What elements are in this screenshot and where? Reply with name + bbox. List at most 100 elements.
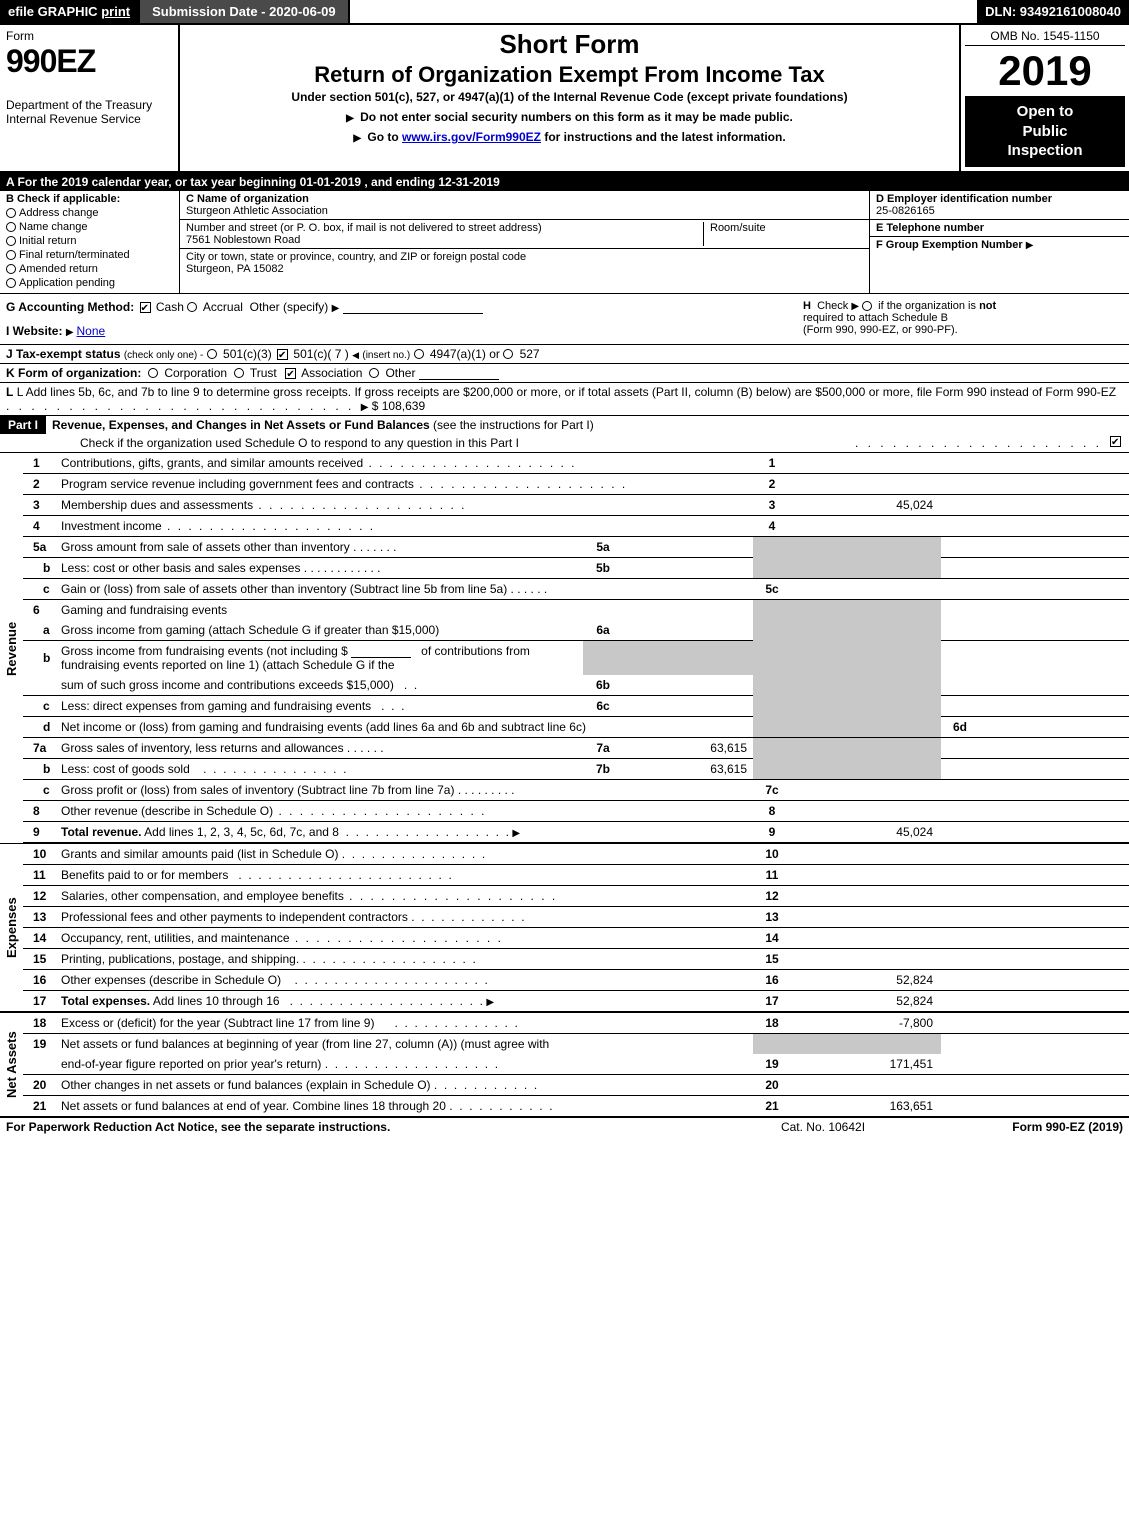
- l18-val: -7,800: [791, 1012, 941, 1034]
- line-13: 13 Professional fees and other payments …: [0, 906, 1129, 927]
- l20-val: [791, 1074, 941, 1095]
- opt-amended-return[interactable]: Amended return: [6, 263, 173, 275]
- l6c-desc: Less: direct expenses from gaming and fu…: [61, 699, 371, 713]
- k-other-field[interactable]: [419, 366, 499, 380]
- line-21: 21 Net assets or fund balances at end of…: [0, 1095, 1129, 1117]
- line-20: 20 Other changes in net assets or fund b…: [0, 1074, 1129, 1095]
- l11-val: [791, 864, 941, 885]
- l3-desc: Membership dues and assessments: [61, 498, 253, 512]
- k-trust-radio[interactable]: [234, 368, 244, 378]
- line-9: 9 Total revenue. Add lines 1, 2, 3, 4, 5…: [0, 821, 1129, 843]
- opt-application-pending[interactable]: Application pending: [6, 277, 173, 289]
- form-header: Form 990EZ Department of the Treasury In…: [0, 25, 1129, 173]
- line-14: 14 Occupancy, rent, utilities, and maint…: [0, 927, 1129, 948]
- opt-name-change[interactable]: Name change: [6, 221, 173, 233]
- cash-checkbox[interactable]: [140, 302, 151, 313]
- l19b-desc: end-of-year figure reported on prior yea…: [61, 1057, 321, 1071]
- k-o3: Association: [301, 366, 362, 380]
- l17-val: 52,824: [791, 990, 941, 1012]
- arrow-icon: [66, 324, 77, 338]
- j-527-radio[interactable]: [503, 349, 513, 359]
- other-specify-field[interactable]: [343, 300, 483, 314]
- l4-desc: Investment income: [61, 519, 162, 533]
- l6b-amount-field[interactable]: [351, 644, 411, 658]
- opt-address-change[interactable]: Address change: [6, 207, 173, 219]
- section-e: E Telephone number: [870, 220, 1129, 237]
- j-501c3-radio[interactable]: [207, 349, 217, 359]
- line-1: Revenue 1 Contributions, gifts, grants, …: [0, 453, 1129, 474]
- l7a-desc: Gross sales of inventory, less returns a…: [61, 741, 344, 755]
- line-6d: d Net income or (loss) from gaming and f…: [0, 716, 1129, 737]
- j-o3: 4947(a)(1) or: [430, 347, 500, 361]
- tax-year: 2019: [965, 50, 1125, 92]
- line-11: 11 Benefits paid to or for members . . .…: [0, 864, 1129, 885]
- print-link[interactable]: print: [101, 4, 130, 19]
- efile-text: efile GRAPHIC: [8, 4, 98, 19]
- l5b-val: [623, 558, 753, 578]
- j-501c-checkbox[interactable]: [277, 349, 288, 360]
- other-label: Other (specify): [250, 300, 329, 314]
- section-i: I Website: None: [6, 324, 803, 338]
- section-b: B Check if applicable: Address change Na…: [0, 191, 180, 293]
- l6b-val: [623, 675, 753, 695]
- section-l: L L Add lines 5b, 6c, and 7b to line 9 t…: [0, 383, 1129, 416]
- line-6b-1: b Gross income from fundraising events (…: [0, 640, 1129, 675]
- opt-final-return[interactable]: Final return/terminated: [6, 249, 173, 261]
- line-5a: 5a Gross amount from sale of assets othe…: [0, 536, 1129, 557]
- header-left: Form 990EZ Department of the Treasury In…: [0, 25, 180, 171]
- city-value: Sturgeon, PA 15082: [186, 263, 526, 275]
- l7c-desc: Gross profit or (loss) from sales of inv…: [61, 783, 454, 797]
- line-6a: a Gross income from gaming (attach Sched…: [0, 620, 1129, 641]
- l15-val: [791, 948, 941, 969]
- l7c-val: [791, 779, 941, 800]
- line-10: Expenses 10 Grants and similar amounts p…: [0, 843, 1129, 865]
- l19-val: 171,451: [791, 1054, 941, 1075]
- opt-initial-return[interactable]: Initial return: [6, 235, 173, 247]
- j-4947-radio[interactable]: [414, 349, 424, 359]
- topbar-spacer: [350, 0, 977, 23]
- l13-val: [791, 906, 941, 927]
- j-sub: (check only one) -: [124, 350, 203, 361]
- l11-desc: Benefits paid to or for members: [61, 868, 228, 882]
- accrual-radio[interactable]: [187, 302, 197, 312]
- h-text4: (Form 990, 990-EZ, or 990-PF).: [803, 324, 958, 336]
- l-text: L Add lines 5b, 6c, and 7b to line 9 to …: [17, 385, 1116, 399]
- l5c-desc: Gain or (loss) from sale of assets other…: [61, 582, 507, 596]
- l2-val: [791, 473, 941, 494]
- part1-table: Revenue 1 Contributions, gifts, grants, …: [0, 453, 1129, 1118]
- k-assoc-checkbox[interactable]: [285, 368, 296, 379]
- gh-row: G Accounting Method: Cash Accrual Other …: [0, 294, 1129, 345]
- h-radio[interactable]: [862, 301, 872, 311]
- top-bar: efile GRAPHIC print Submission Date - 20…: [0, 0, 1129, 25]
- irs-link[interactable]: www.irs.gov/Form990EZ: [402, 130, 541, 144]
- line-16: 16 Other expenses (describe in Schedule …: [0, 969, 1129, 990]
- l6-desc: Gaming and fundraising events: [57, 599, 753, 620]
- l3-val: 45,024: [791, 494, 941, 515]
- line-2: 2 Program service revenue including gove…: [0, 473, 1129, 494]
- website-link[interactable]: None: [77, 324, 106, 338]
- section-h: H Check if the organization is not requi…: [803, 300, 1123, 338]
- k-other-radio[interactable]: [369, 368, 379, 378]
- l9-label: Total revenue.: [61, 825, 141, 839]
- line-3: 3 Membership dues and assessments 3 45,0…: [0, 494, 1129, 515]
- city-label: City or town, state or province, country…: [186, 251, 526, 263]
- part1-badge: Part I: [0, 416, 46, 434]
- l5b-desc: Less: cost or other basis and sales expe…: [61, 561, 300, 575]
- k-o1: Corporation: [164, 366, 227, 380]
- l8-desc: Other revenue (describe in Schedule O): [61, 804, 273, 818]
- l15-desc: Printing, publications, postage, and shi…: [61, 952, 299, 966]
- part1-check-text: Check if the organization used Schedule …: [80, 436, 855, 450]
- part1-header-row: Part I Revenue, Expenses, and Changes in…: [0, 416, 1129, 453]
- circle-icon: [6, 222, 16, 232]
- l7b-desc: Less: cost of goods sold: [61, 762, 190, 776]
- line-18: Net Assets 18 Excess or (deficit) for th…: [0, 1012, 1129, 1034]
- k-corp-radio[interactable]: [148, 368, 158, 378]
- j-o1: 501(c)(3): [223, 347, 272, 361]
- dept-treasury: Department of the Treasury: [6, 98, 172, 112]
- part1-schedule-o-checkbox[interactable]: [1110, 436, 1121, 447]
- line-12: 12 Salaries, other compensation, and emp…: [0, 885, 1129, 906]
- section-k: K Form of organization: Corporation Trus…: [0, 364, 1129, 383]
- l14-val: [791, 927, 941, 948]
- form-ref: Form 990-EZ (2019): [923, 1120, 1123, 1134]
- line-5b: b Less: cost or other basis and sales ex…: [0, 557, 1129, 578]
